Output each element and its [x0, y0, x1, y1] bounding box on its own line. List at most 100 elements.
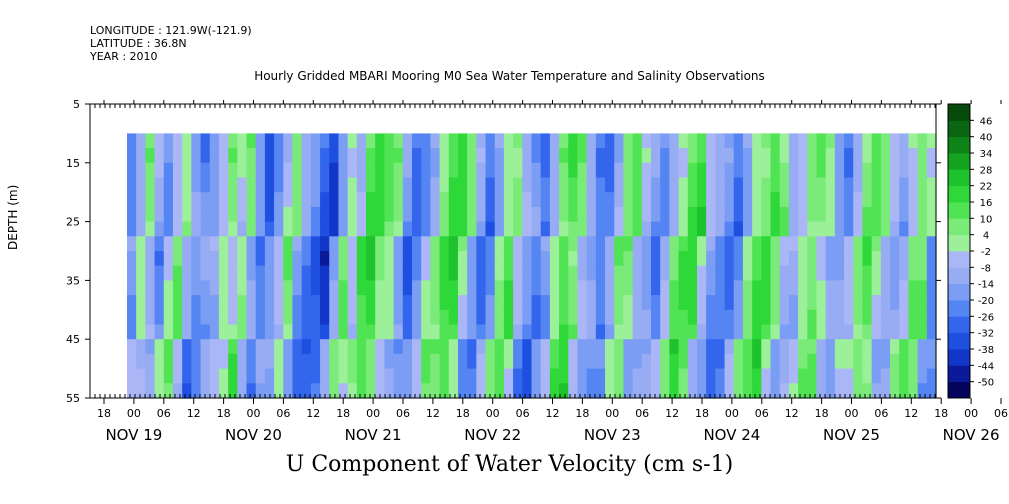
heatmap-cell: [660, 339, 670, 355]
x-hour-label: 00: [366, 407, 380, 420]
heatmap-cell: [127, 162, 137, 179]
heatmap-cell: [742, 339, 753, 355]
heatmap-cell: [559, 236, 569, 252]
heatmap-cell: [577, 368, 588, 384]
heatmap-cell: [834, 280, 845, 296]
heatmap-cell: [788, 280, 799, 296]
heatmap-cell: [862, 251, 873, 267]
heatmap-cell: [687, 251, 698, 267]
heatmap-cell: [218, 162, 229, 179]
heatmap-cell: [200, 383, 211, 399]
heatmap-cell: [853, 206, 864, 223]
heatmap-cell: [228, 339, 238, 355]
heatmap-cell: [595, 309, 606, 326]
heatmap-cell: [531, 280, 542, 296]
heatmap-cell: [402, 324, 413, 340]
x-hour-label: 06: [755, 407, 769, 420]
heatmap-cell: [338, 221, 349, 237]
heatmap-cell: [540, 251, 551, 267]
heatmap-cell: [586, 324, 597, 340]
heatmap-cell: [301, 162, 312, 179]
heatmap-cell: [439, 221, 450, 237]
heatmap-cell: [752, 353, 762, 370]
heatmap-cell: [209, 206, 220, 223]
heatmap-cell: [669, 177, 680, 193]
heatmap-cell: [246, 221, 257, 237]
x-hour-label: 18: [695, 407, 709, 420]
heatmap-cell: [136, 192, 146, 208]
heatmap-cell: [605, 309, 615, 326]
heatmap-cell: [292, 221, 303, 237]
heatmap-cell: [310, 162, 321, 179]
heatmap-cell: [908, 236, 919, 252]
heatmap-cell: [614, 280, 625, 296]
heatmap-cell: [724, 383, 735, 399]
heatmap-cell: [402, 236, 413, 252]
heatmap-cell: [430, 221, 441, 237]
colorbar-label: 40: [980, 133, 993, 144]
heatmap-cell: [329, 251, 340, 267]
heatmap-cell: [218, 309, 229, 326]
heatmap-cell: [200, 162, 211, 179]
heatmap-cell: [788, 309, 799, 326]
heatmap-cell: [641, 324, 652, 340]
heatmap-cell: [779, 221, 790, 237]
colorbar-label: -26: [978, 312, 994, 323]
heatmap-cell: [209, 265, 220, 281]
heatmap-cell: [136, 251, 146, 267]
heatmap-cell: [154, 133, 165, 149]
heatmap-cell: [752, 309, 762, 326]
heatmap-cell: [411, 221, 422, 237]
heatmap-cell: [586, 368, 597, 384]
heatmap-cell: [439, 206, 450, 223]
heatmap-cell: [586, 148, 597, 164]
heatmap-cell: [586, 221, 597, 237]
heatmap-cell: [264, 265, 275, 281]
heatmap-cell: [145, 309, 156, 326]
heatmap-cell: [549, 133, 560, 149]
heatmap-cell: [844, 192, 854, 208]
x-hour-label: 06: [874, 407, 888, 420]
heatmap-cell: [310, 221, 321, 237]
heatmap-cell: [641, 133, 652, 149]
heatmap-cell: [310, 280, 321, 296]
x-hour-label: 18: [815, 407, 829, 420]
heatmap-cell: [513, 383, 523, 399]
heatmap-cell: [255, 251, 266, 267]
heatmap-cell: [218, 368, 229, 384]
heatmap-cell: [200, 236, 211, 252]
heatmap-cell: [375, 368, 386, 384]
x-day-label: NOV 26: [943, 426, 1000, 444]
heatmap-cell: [246, 177, 257, 193]
heatmap-cell: [310, 133, 321, 149]
heatmap-cell: [724, 177, 735, 193]
heatmap-cell: [402, 162, 413, 179]
heatmap-cell: [917, 206, 928, 223]
heatmap-cell: [246, 236, 257, 252]
heatmap-cell: [917, 236, 928, 252]
heatmap-cell: [200, 221, 211, 237]
heatmap-cell: [182, 162, 192, 179]
heatmap-cell: [274, 206, 284, 223]
heatmap-cell: [761, 265, 772, 281]
heatmap-cell: [715, 339, 726, 355]
heatmap-cell: [651, 192, 661, 208]
heatmap-cell: [577, 324, 588, 340]
heatmap-cell: [136, 280, 146, 296]
heatmap-cell: [825, 309, 836, 326]
heatmap-cell: [163, 324, 174, 340]
heatmap-cell: [218, 295, 229, 311]
heatmap-cell: [347, 353, 358, 370]
heatmap-cell: [366, 236, 376, 252]
heatmap-cell: [908, 383, 919, 399]
heatmap-cell: [200, 309, 211, 326]
heatmap-cell: [605, 221, 615, 237]
heatmap-cell: [366, 221, 376, 237]
heatmap-cell: [834, 309, 845, 326]
heatmap-cell: [605, 177, 615, 193]
heatmap-cell: [807, 265, 818, 281]
heatmap-cell: [651, 295, 661, 311]
heatmap-cell: [310, 265, 321, 281]
heatmap-cell: [623, 162, 634, 179]
heatmap-cell: [825, 353, 836, 370]
